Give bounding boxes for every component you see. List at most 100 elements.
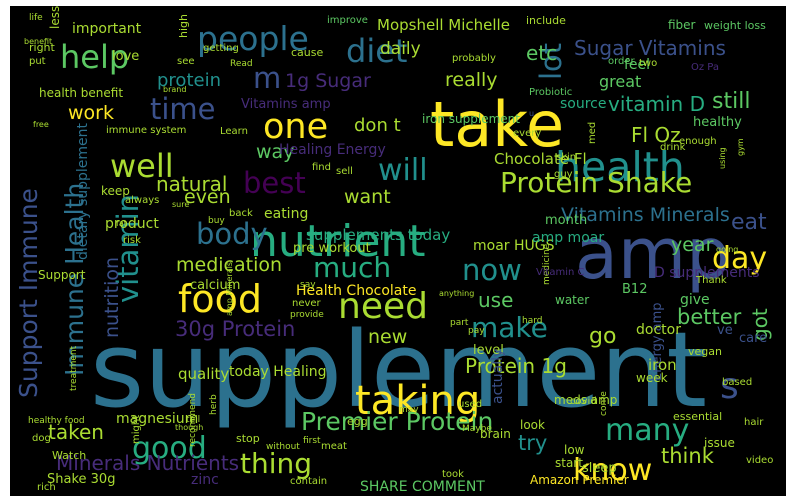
cloud-word: body [196,217,268,251]
cloud-word: benefit [24,37,52,46]
cloud-word: give [680,292,710,308]
cloud-word: going [716,245,738,254]
cloud-word: SHARE COMMENT [360,479,485,495]
cloud-word: vitamin D [608,92,705,116]
cloud-word: provide [290,310,324,320]
cloud-word: dog [32,433,51,444]
cloud-word: Maybe [462,424,492,434]
cloud-word: B12 [622,282,647,297]
cloud-word: food [178,277,262,321]
cloud-word: covid [570,396,597,407]
cloud-word: high [177,14,190,38]
cloud-word: might [131,415,142,444]
cloud-word: part [450,318,469,328]
cloud-word: work [68,102,114,124]
cloud-word: getting [203,43,239,54]
cloud-word: anything [439,289,474,298]
cloud-word: start [555,456,583,470]
cloud-word: two [639,58,657,69]
cloud-word: still [712,89,750,114]
cloud-word: rich [37,482,56,493]
cloud-word: immune system [106,125,186,136]
cloud-word: eating [264,206,308,222]
cloud-word: better [677,305,742,329]
cloud-word: now [462,253,522,287]
cloud-word: supplement [90,309,707,431]
cloud-word: issue [704,436,735,450]
cloud-word: essential [673,410,722,423]
cloud-word: eat [731,210,767,235]
cloud-word: used [458,399,482,410]
cloud-word: sell [336,166,353,177]
cloud-word: amp [575,213,731,295]
word-cloud-canvas: supplement take amp nutrient health food need t… [10,6,786,496]
cloud-word: weight loss [704,19,766,32]
cloud-word: 1g Sugar [285,70,371,92]
cloud-word: supplements today [306,226,450,244]
cloud-word: Protein 1g [465,354,567,378]
cloud-word: may [399,405,419,415]
cloud-word: free [33,120,49,129]
cloud-word: month [545,213,587,228]
cloud-word: buy [208,216,225,226]
cloud-word: see [177,56,195,67]
cloud-word: right [29,41,56,54]
cloud-word: taken [48,420,104,444]
cloud-word: time [150,92,216,126]
cloud-word: pay [468,326,485,336]
cloud-word: 30g Protein [175,317,295,341]
cloud-word: fat [116,219,127,228]
cloud-word: Support [38,268,86,282]
cloud-word: take [430,88,564,161]
cloud-word: make [471,311,548,344]
cloud-word: gym [736,138,745,156]
cloud-word: s [720,366,739,407]
cloud-word: doctor [636,322,681,338]
cloud-word: video [746,455,773,466]
cloud-word: using [718,147,727,169]
cloud-word: based [722,377,752,388]
cloud-word: meat [321,441,347,452]
cloud-word: D supplements [654,265,760,281]
cloud-word: Healing Energy [279,142,386,158]
cloud-word: quality [178,365,229,383]
cloud-word: include [526,14,566,27]
cloud-word: want [344,186,391,208]
cloud-word: without [266,442,300,452]
cloud-word: nutrient [250,216,426,267]
cloud-word: will [378,153,428,188]
cloud-word: day [712,241,767,276]
cloud-word: improve [327,15,368,26]
cloud-word: dietary supplement [75,122,91,260]
cloud-word: med [587,122,598,144]
cloud-word: fiber [668,18,696,32]
cloud-word: find [312,162,331,173]
cloud-word: daily [380,39,421,59]
cloud-word: Chocolate Fl [494,150,587,168]
cloud-word: help [60,38,129,76]
cloud-word: come [599,391,609,416]
cloud-word: people [197,19,309,58]
cloud-word: zinc [191,472,219,488]
cloud-word: product [105,216,159,232]
cloud-word: back [229,208,253,219]
cloud-word: keep [101,184,130,198]
cloud-word: natural [156,172,227,196]
cloud-word: look [520,418,545,432]
cloud-word: amp Minerals [225,262,234,316]
cloud-word: vegan [688,345,722,358]
cloud-word: source [560,96,607,112]
cloud-word: brain [480,427,511,441]
cloud-word: think [661,444,715,468]
cloud-word: healthy [693,115,742,130]
cloud-word: many [605,413,689,448]
cloud-word: calcium [190,278,240,293]
cloud-word: skin [556,152,576,163]
cloud-word: less [48,6,62,29]
cloud-word: always [125,195,159,206]
cloud-word: Support Immune [14,188,43,398]
cloud-word: got [748,308,772,341]
cloud-word: taking [355,378,480,424]
cloud-word: well [110,147,174,185]
